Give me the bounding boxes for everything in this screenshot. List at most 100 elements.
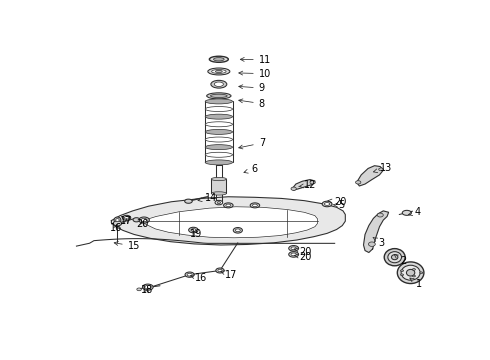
Ellipse shape xyxy=(137,288,142,291)
Text: 3: 3 xyxy=(373,238,385,248)
Ellipse shape xyxy=(205,152,233,157)
Ellipse shape xyxy=(377,213,383,217)
Ellipse shape xyxy=(388,252,401,263)
Ellipse shape xyxy=(141,219,147,222)
Ellipse shape xyxy=(205,129,233,134)
Text: 11: 11 xyxy=(240,55,271,65)
Ellipse shape xyxy=(216,70,222,73)
Text: 7: 7 xyxy=(239,138,265,149)
Ellipse shape xyxy=(413,275,416,277)
Ellipse shape xyxy=(133,218,140,222)
Ellipse shape xyxy=(207,93,231,99)
Ellipse shape xyxy=(214,82,223,86)
Ellipse shape xyxy=(413,269,416,270)
Text: 16: 16 xyxy=(191,273,207,283)
Text: 12: 12 xyxy=(299,180,317,190)
Ellipse shape xyxy=(185,199,192,203)
Ellipse shape xyxy=(235,229,240,232)
Ellipse shape xyxy=(384,249,405,266)
Text: 19: 19 xyxy=(190,229,202,239)
Ellipse shape xyxy=(187,273,192,276)
Ellipse shape xyxy=(145,285,151,289)
Ellipse shape xyxy=(209,56,228,62)
Polygon shape xyxy=(141,207,318,238)
Ellipse shape xyxy=(205,122,233,127)
Ellipse shape xyxy=(205,99,233,104)
Ellipse shape xyxy=(113,221,122,226)
Ellipse shape xyxy=(116,219,119,221)
Text: 9: 9 xyxy=(239,83,265,93)
Ellipse shape xyxy=(291,253,296,256)
Ellipse shape xyxy=(143,284,153,290)
Ellipse shape xyxy=(139,217,149,223)
Text: 20: 20 xyxy=(136,219,149,229)
Text: 6: 6 xyxy=(244,164,257,174)
Ellipse shape xyxy=(324,203,330,205)
Ellipse shape xyxy=(211,177,226,181)
Text: 14: 14 xyxy=(198,193,217,203)
Ellipse shape xyxy=(291,187,296,190)
Ellipse shape xyxy=(289,246,298,251)
Ellipse shape xyxy=(122,215,131,220)
Text: 10: 10 xyxy=(239,69,271,79)
Ellipse shape xyxy=(400,274,404,276)
Text: 8: 8 xyxy=(239,99,265,109)
Ellipse shape xyxy=(205,107,233,112)
Ellipse shape xyxy=(208,68,230,75)
Bar xyxy=(211,179,226,193)
Ellipse shape xyxy=(214,58,224,61)
Ellipse shape xyxy=(212,69,226,73)
Polygon shape xyxy=(357,166,383,186)
Text: 17: 17 xyxy=(120,216,132,226)
Ellipse shape xyxy=(420,272,423,274)
Ellipse shape xyxy=(217,202,220,203)
Text: 13: 13 xyxy=(373,163,392,174)
Ellipse shape xyxy=(211,192,226,195)
Ellipse shape xyxy=(322,201,332,207)
Ellipse shape xyxy=(291,247,296,250)
Text: 20: 20 xyxy=(294,252,312,262)
Ellipse shape xyxy=(250,203,260,208)
Ellipse shape xyxy=(397,262,424,284)
Ellipse shape xyxy=(216,268,224,273)
Text: 4: 4 xyxy=(408,207,420,217)
Ellipse shape xyxy=(368,242,375,246)
Ellipse shape xyxy=(400,270,404,271)
Polygon shape xyxy=(364,211,389,252)
Ellipse shape xyxy=(401,265,420,280)
Text: 18: 18 xyxy=(141,285,153,296)
Ellipse shape xyxy=(205,160,233,165)
Polygon shape xyxy=(292,180,315,190)
Ellipse shape xyxy=(189,227,198,233)
Ellipse shape xyxy=(226,204,231,207)
Ellipse shape xyxy=(215,201,222,205)
Text: 20: 20 xyxy=(328,197,346,207)
Ellipse shape xyxy=(185,272,194,277)
Text: 16: 16 xyxy=(110,222,122,233)
Ellipse shape xyxy=(191,229,196,231)
Ellipse shape xyxy=(223,203,233,208)
Ellipse shape xyxy=(218,269,222,272)
Ellipse shape xyxy=(356,181,361,184)
Ellipse shape xyxy=(379,168,383,171)
Ellipse shape xyxy=(392,255,398,260)
Ellipse shape xyxy=(114,217,121,223)
Ellipse shape xyxy=(310,181,315,184)
Ellipse shape xyxy=(402,210,412,215)
Ellipse shape xyxy=(233,228,243,233)
Text: 17: 17 xyxy=(221,270,237,280)
Polygon shape xyxy=(111,197,345,245)
Ellipse shape xyxy=(124,217,129,219)
Ellipse shape xyxy=(211,94,227,98)
Ellipse shape xyxy=(289,252,298,257)
Ellipse shape xyxy=(205,145,233,150)
Text: 15: 15 xyxy=(114,241,140,251)
Ellipse shape xyxy=(205,137,233,142)
Ellipse shape xyxy=(406,269,415,276)
Text: 1: 1 xyxy=(410,278,422,289)
Text: 2: 2 xyxy=(394,255,406,266)
Text: 5: 5 xyxy=(333,201,345,210)
Ellipse shape xyxy=(252,204,257,207)
Ellipse shape xyxy=(211,80,227,88)
Text: 20: 20 xyxy=(294,247,312,257)
